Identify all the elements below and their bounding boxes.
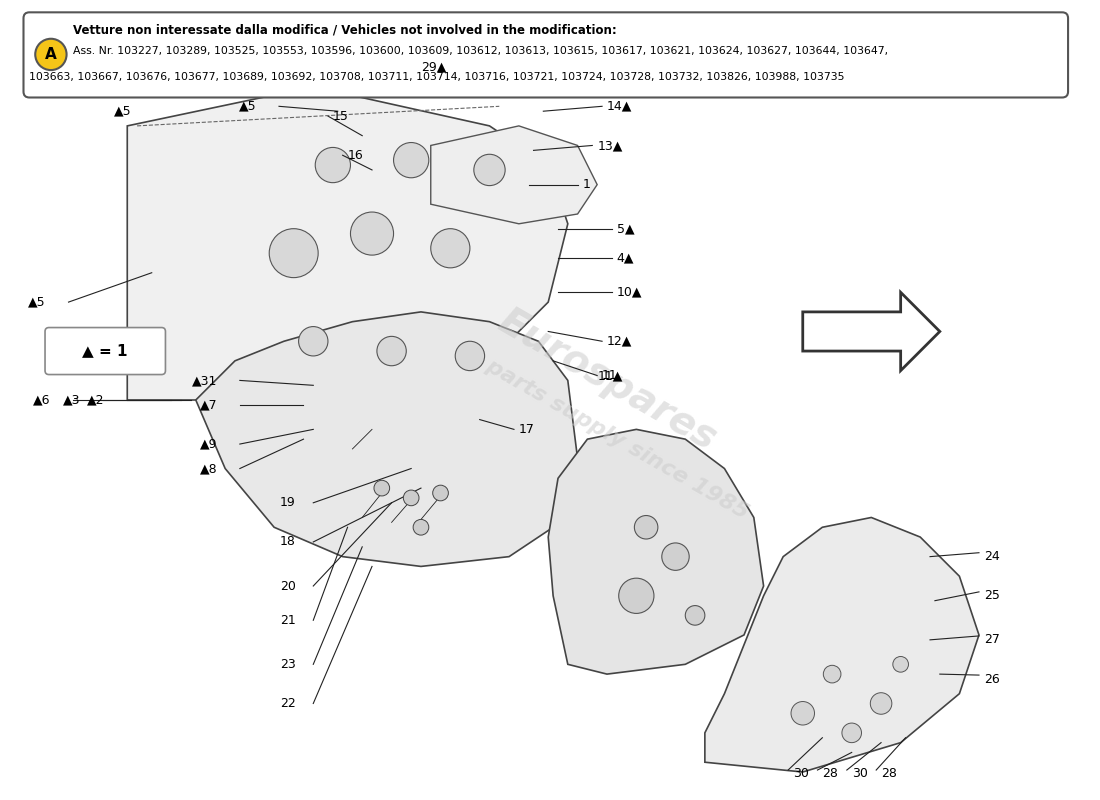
Text: ▲7: ▲7 bbox=[200, 398, 218, 411]
Text: ▲8: ▲8 bbox=[200, 462, 218, 475]
Circle shape bbox=[351, 212, 394, 255]
Circle shape bbox=[377, 336, 406, 366]
Text: 20: 20 bbox=[279, 579, 296, 593]
Circle shape bbox=[823, 666, 840, 683]
Text: 28: 28 bbox=[823, 767, 838, 781]
Circle shape bbox=[842, 723, 861, 742]
Text: ▲3: ▲3 bbox=[63, 394, 80, 406]
Text: 15: 15 bbox=[333, 110, 349, 122]
Circle shape bbox=[35, 38, 67, 70]
Text: 12▲: 12▲ bbox=[607, 334, 632, 348]
Text: 26: 26 bbox=[983, 673, 1000, 686]
Text: 30: 30 bbox=[793, 767, 808, 781]
Circle shape bbox=[618, 578, 654, 614]
Circle shape bbox=[662, 543, 690, 570]
Circle shape bbox=[455, 342, 485, 370]
Polygon shape bbox=[705, 518, 979, 772]
Circle shape bbox=[298, 326, 328, 356]
Circle shape bbox=[414, 519, 429, 535]
Circle shape bbox=[394, 142, 429, 178]
Circle shape bbox=[431, 229, 470, 268]
Text: Ass. Nr. 103227, 103289, 103525, 103553, 103596, 103600, 103609, 103612, 103613,: Ass. Nr. 103227, 103289, 103525, 103553,… bbox=[74, 46, 889, 57]
Text: ▲2: ▲2 bbox=[87, 394, 104, 406]
Circle shape bbox=[635, 515, 658, 539]
Text: ▲5: ▲5 bbox=[29, 296, 46, 309]
Text: 11: 11 bbox=[602, 369, 618, 382]
Text: 29▲: 29▲ bbox=[421, 61, 447, 74]
Circle shape bbox=[870, 693, 892, 714]
Text: 22: 22 bbox=[279, 697, 296, 710]
Text: 10▲: 10▲ bbox=[617, 286, 642, 299]
Polygon shape bbox=[196, 312, 578, 566]
Circle shape bbox=[791, 702, 814, 725]
Text: 21: 21 bbox=[279, 614, 296, 626]
Polygon shape bbox=[803, 292, 939, 370]
Text: 16: 16 bbox=[348, 149, 363, 162]
Text: A: A bbox=[45, 47, 57, 62]
Text: 30: 30 bbox=[851, 767, 868, 781]
Text: 11▲: 11▲ bbox=[597, 369, 623, 382]
Text: 28: 28 bbox=[881, 767, 896, 781]
Text: 14▲: 14▲ bbox=[607, 100, 632, 113]
Circle shape bbox=[685, 606, 705, 625]
FancyBboxPatch shape bbox=[45, 327, 165, 374]
Text: ▲9: ▲9 bbox=[200, 438, 218, 450]
Circle shape bbox=[270, 229, 318, 278]
FancyBboxPatch shape bbox=[23, 12, 1068, 98]
Text: Eurospares: Eurospares bbox=[491, 302, 723, 458]
Text: 27: 27 bbox=[983, 634, 1000, 646]
Circle shape bbox=[474, 154, 505, 186]
Circle shape bbox=[316, 147, 351, 182]
Text: Vetture non interessate dalla modifica / Vehicles not involved in the modificati: Vetture non interessate dalla modifica /… bbox=[74, 23, 617, 37]
Text: 23: 23 bbox=[279, 658, 296, 671]
Text: a parts supply since 1985: a parts supply since 1985 bbox=[463, 345, 751, 523]
Circle shape bbox=[404, 490, 419, 506]
Text: 13▲: 13▲ bbox=[597, 139, 623, 152]
Text: 25: 25 bbox=[983, 590, 1000, 602]
Polygon shape bbox=[431, 126, 597, 224]
Circle shape bbox=[374, 480, 389, 496]
Text: ▲6: ▲6 bbox=[33, 394, 51, 406]
Polygon shape bbox=[128, 86, 568, 400]
Text: 5▲: 5▲ bbox=[617, 222, 635, 235]
Text: 1: 1 bbox=[583, 178, 591, 191]
Text: 4▲: 4▲ bbox=[617, 251, 635, 265]
Text: ▲5: ▲5 bbox=[113, 105, 131, 118]
Text: 19: 19 bbox=[279, 496, 296, 510]
Circle shape bbox=[893, 657, 909, 672]
Text: ▲ = 1: ▲ = 1 bbox=[82, 343, 128, 358]
Text: 18: 18 bbox=[279, 535, 296, 549]
Text: 103663, 103667, 103676, 103677, 103689, 103692, 103708, 103711, 103714, 103716, : 103663, 103667, 103676, 103677, 103689, … bbox=[30, 72, 845, 82]
Circle shape bbox=[432, 485, 449, 501]
Text: ▲31: ▲31 bbox=[192, 374, 218, 387]
Text: 17: 17 bbox=[519, 423, 535, 436]
Polygon shape bbox=[548, 430, 763, 674]
Text: 24: 24 bbox=[983, 550, 1000, 563]
Text: ▲5: ▲5 bbox=[239, 100, 256, 113]
